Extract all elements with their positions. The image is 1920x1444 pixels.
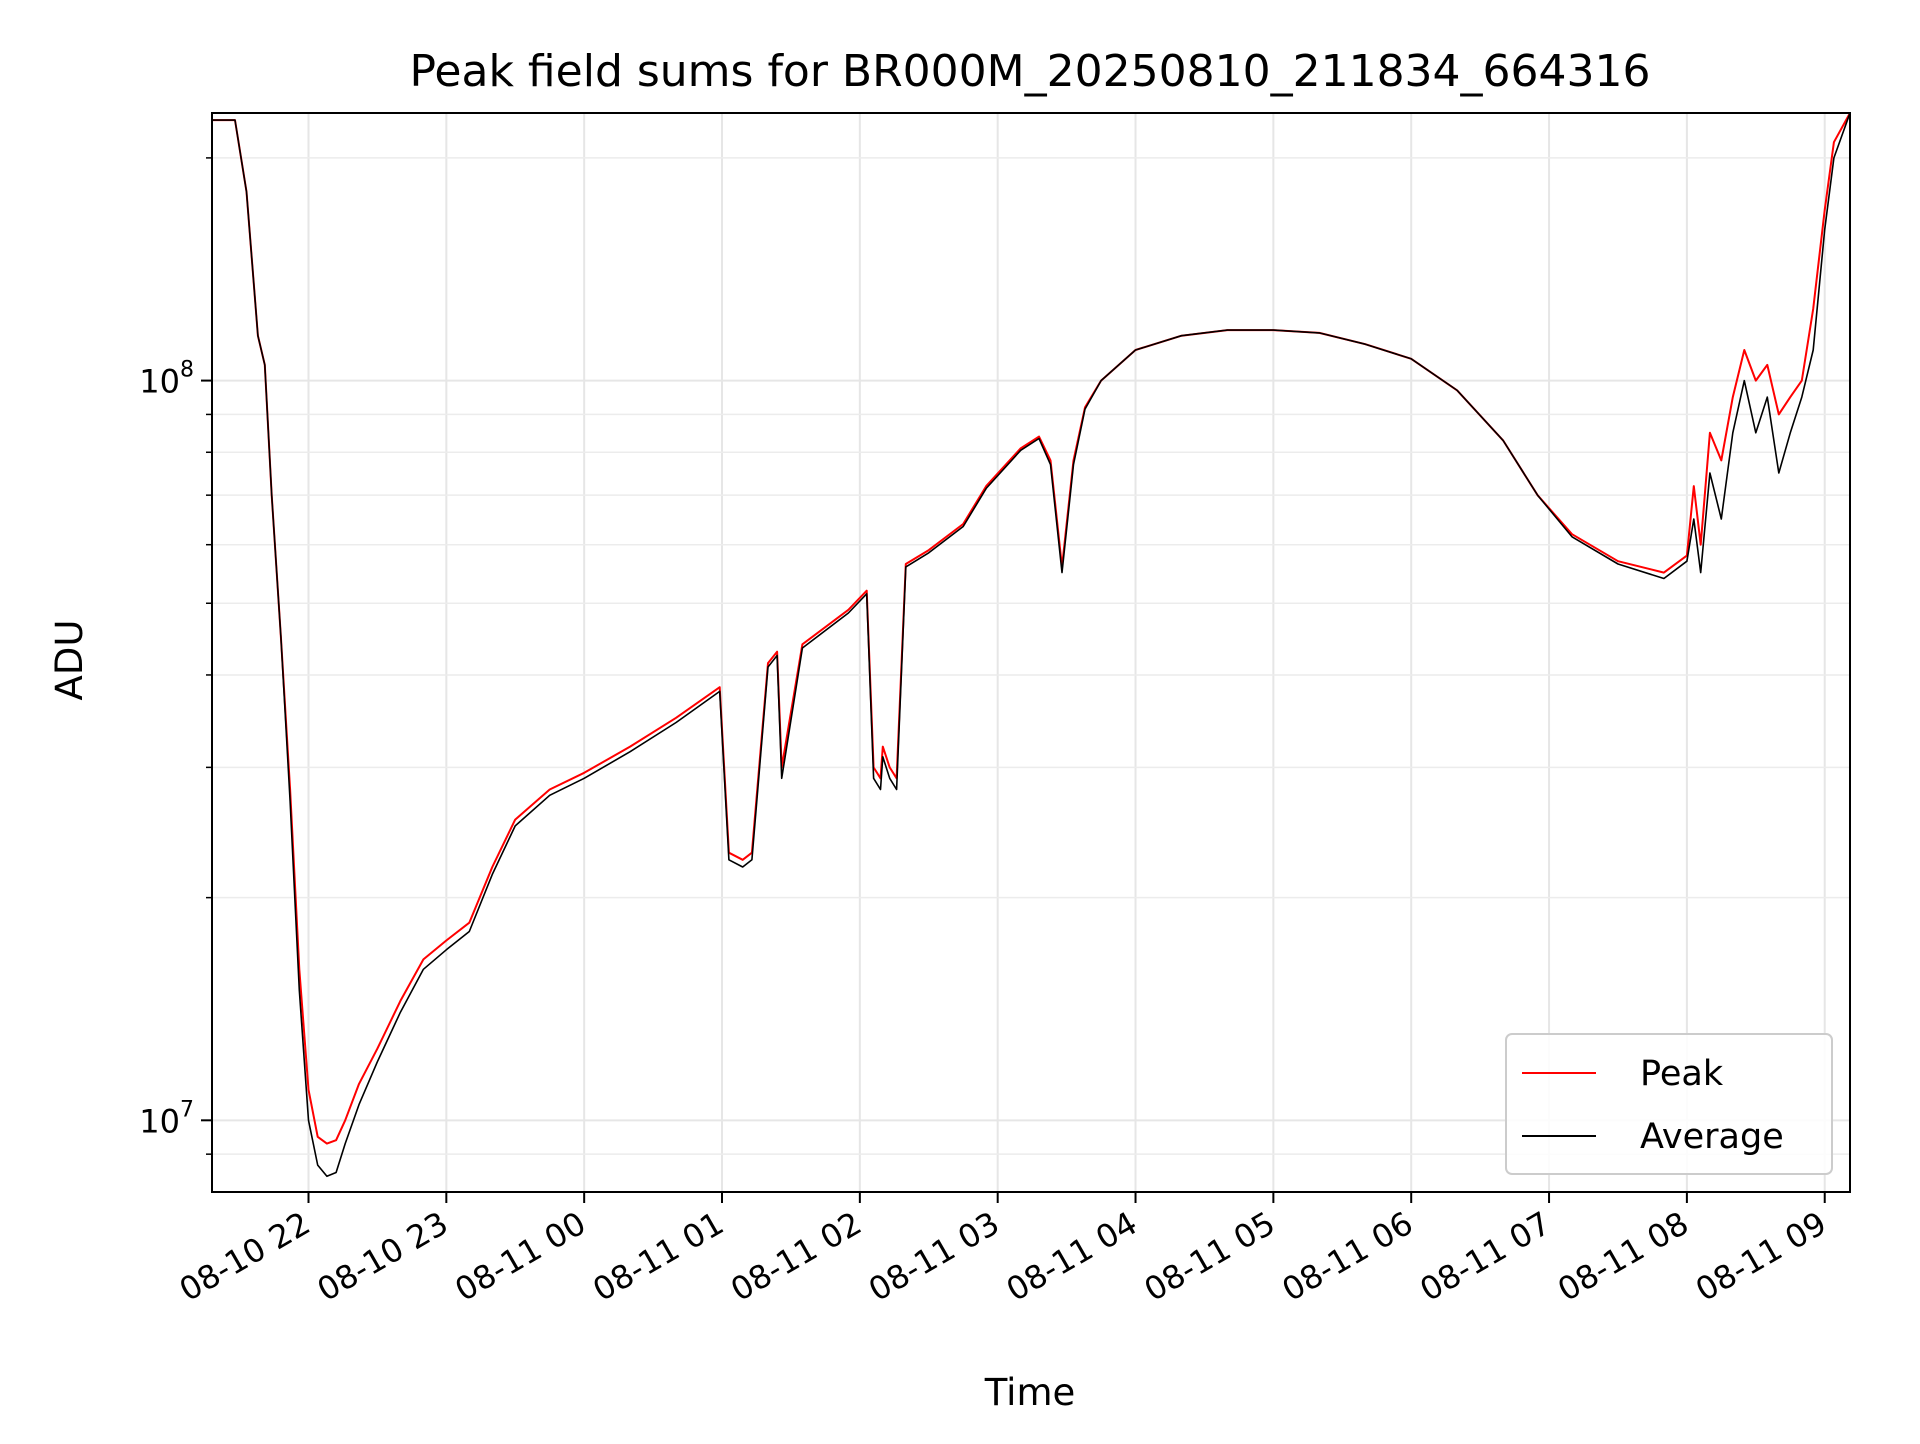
series-line-average	[212, 112, 1851, 1178]
legend-label-peak: Peak	[1640, 1054, 1724, 1094]
y-axis-ticks: 107 108	[139, 157, 212, 1155]
y-axis-label: ADU	[48, 620, 91, 701]
y-tick-label: 108	[139, 358, 194, 401]
axes-frame	[211, 112, 1851, 1193]
legend-box	[1505, 1033, 1833, 1175]
x-axis-label: Time	[984, 1371, 1076, 1414]
series-lines	[212, 112, 1851, 1178]
chart-title: Peak field sums for BR000M_20250810_2118…	[409, 46, 1650, 97]
legend-label-average: Average	[1640, 1117, 1784, 1157]
y-tick-label: 107	[139, 1097, 194, 1140]
grid-lines	[212, 113, 1850, 1192]
legend: Peak Average	[1505, 1033, 1833, 1175]
